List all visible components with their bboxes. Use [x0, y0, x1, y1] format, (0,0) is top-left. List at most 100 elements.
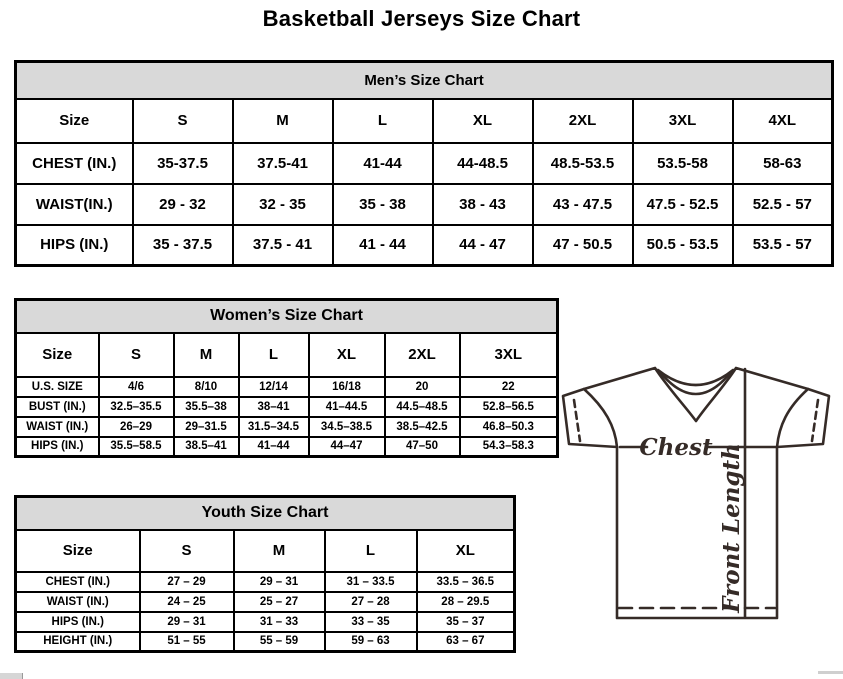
- table-cell: 41–44: [237, 435, 310, 458]
- table-cell: 33.5 – 36.5: [415, 570, 516, 593]
- table-cell: 29 – 31: [232, 570, 326, 593]
- front-length-label: Front Length: [718, 443, 745, 614]
- table-row: HIPS (IN.) 29 – 31 31 – 33 33 – 35 35 – …: [14, 610, 516, 633]
- row-label: BUST (IN.): [14, 395, 100, 418]
- table-cell: 50.5 - 53.5: [631, 223, 734, 267]
- row-label: WAIST (IN.): [14, 415, 100, 438]
- table-cell: 22: [458, 375, 559, 398]
- row-label: CHEST (IN.): [14, 141, 134, 185]
- jersey-measurement-diagram: Chest Front Length: [561, 366, 831, 620]
- table-header-row: Size S M L XL 2XL 3XL: [14, 331, 559, 378]
- table-cell: 52.5 - 57: [731, 182, 834, 226]
- column-header: L: [323, 528, 418, 573]
- table-cell: 44-48.5: [431, 141, 534, 185]
- table-cell: 47–50: [383, 435, 461, 458]
- table-cell: 44–47: [307, 435, 386, 458]
- table-row: CHEST (IN.) 27 – 29 29 – 31 31 – 33.5 33…: [14, 570, 516, 593]
- table-row: U.S. SIZE 4/6 8/10 12/14 16/18 20 22: [14, 375, 559, 398]
- row-label: HEIGHT (IN.): [14, 630, 141, 653]
- column-header: 3XL: [458, 331, 559, 378]
- table-cell: 27 – 28: [323, 590, 418, 613]
- table-cell: 38 - 43: [431, 182, 534, 226]
- table-row: Men’s Size Chart: [14, 60, 834, 100]
- collar-rib-inner: [658, 370, 733, 396]
- row-label: HIPS (IN.): [14, 610, 141, 633]
- table-cell: 35.5–38: [172, 395, 240, 418]
- table-cell: 38.5–42.5: [383, 415, 461, 438]
- scrollbar-fragment-right[interactable]: [818, 671, 843, 674]
- youth-size-chart-table: Youth Size Chart Size S M L XL CHEST (IN…: [14, 495, 517, 653]
- table-cell: 53.5 - 57: [731, 223, 834, 267]
- table-cell: 41–44.5: [307, 395, 386, 418]
- column-header: L: [237, 331, 310, 378]
- table-cell: 32.5–35.5: [97, 395, 175, 418]
- table-row: Women’s Size Chart: [14, 298, 559, 334]
- column-header: XL: [307, 331, 386, 378]
- chest-label: Chest: [639, 434, 713, 461]
- collar-rib-outer: [656, 368, 735, 387]
- table-header-row: Size S M L XL: [14, 528, 516, 573]
- column-header: L: [331, 97, 434, 144]
- column-header: 3XL: [631, 97, 734, 144]
- column-header: Size: [14, 331, 100, 378]
- row-label: U.S. SIZE: [14, 375, 100, 398]
- column-header: 2XL: [531, 97, 634, 144]
- table-row: WAIST (IN.) 26–29 29–31.5 31.5–34.5 34.5…: [14, 415, 559, 438]
- table-cell: 47 - 50.5: [531, 223, 634, 267]
- table-cell: 28 – 29.5: [415, 590, 516, 613]
- table-row: HIPS (IN.) 35.5–58.5 38.5–41 41–44 44–47…: [14, 435, 559, 458]
- right-cuff-dashed-line: [810, 398, 820, 443]
- table-row: WAIST (IN.) 24 – 25 25 – 27 27 – 28 28 –…: [14, 590, 516, 613]
- table-cell: 4/6: [97, 375, 175, 398]
- table-cell: 31 – 33: [232, 610, 326, 633]
- table-cell: 44.5–48.5: [383, 395, 461, 418]
- right-sleeve-seam: [775, 387, 810, 449]
- left-cuff-dashed-line: [572, 398, 582, 443]
- table-cell: 20: [383, 375, 461, 398]
- table-cell: 35 - 37.5: [131, 223, 234, 267]
- table-cell: 55 – 59: [232, 630, 326, 653]
- row-label: CHEST (IN.): [14, 570, 141, 593]
- column-header: 4XL: [731, 97, 834, 144]
- table-cell: 24 – 25: [138, 590, 235, 613]
- table-cell: 31.5–34.5: [237, 415, 310, 438]
- column-header: S: [138, 528, 235, 573]
- table-cell: 46.8–50.3: [458, 415, 559, 438]
- youth-chart-title: Youth Size Chart: [14, 495, 516, 531]
- table-row: WAIST(IN.) 29 - 32 32 - 35 35 - 38 38 - …: [14, 182, 834, 226]
- row-label: HIPS (IN.): [14, 435, 100, 458]
- column-header: XL: [415, 528, 516, 573]
- table-cell: 12/14: [237, 375, 310, 398]
- table-cell: 8/10: [172, 375, 240, 398]
- table-cell: 25 – 27: [232, 590, 326, 613]
- table-cell: 27 – 29: [138, 570, 235, 593]
- womens-size-chart-table: Women’s Size Chart Size S M L XL 2XL 3XL…: [14, 298, 560, 458]
- table-cell: 52.8–56.5: [458, 395, 559, 418]
- womens-chart-title: Women’s Size Chart: [14, 298, 559, 334]
- table-cell: 51 – 55: [138, 630, 235, 653]
- table-cell: 31 – 33.5: [323, 570, 418, 593]
- mens-size-chart-table: Men’s Size Chart Size S M L XL 2XL 3XL 4…: [14, 60, 835, 267]
- table-cell: 59 – 63: [323, 630, 418, 653]
- column-header: M: [231, 97, 334, 144]
- table-cell: 44 - 47: [431, 223, 534, 267]
- table-cell: 29–31.5: [172, 415, 240, 438]
- table-cell: 63 – 67: [415, 630, 516, 653]
- jersey-outline: [561, 366, 831, 620]
- mens-chart-title: Men’s Size Chart: [14, 60, 834, 100]
- scrollbar-fragment-left[interactable]: [0, 673, 23, 679]
- page-title: Basketball Jerseys Size Chart: [262, 6, 581, 31]
- table-cell: 38.5–41: [172, 435, 240, 458]
- column-header: M: [172, 331, 240, 378]
- table-cell: 47.5 - 52.5: [631, 182, 734, 226]
- table-cell: 29 – 31: [138, 610, 235, 633]
- row-label: WAIST (IN.): [14, 590, 141, 613]
- table-row: Youth Size Chart: [14, 495, 516, 531]
- table-row: HIPS (IN.) 35 - 37.5 37.5 - 41 41 - 44 4…: [14, 223, 834, 267]
- table-row: HEIGHT (IN.) 51 – 55 55 – 59 59 – 63 63 …: [14, 630, 516, 653]
- table-cell: 41 - 44: [331, 223, 434, 267]
- table-cell: 29 - 32: [131, 182, 234, 226]
- table-cell: 41-44: [331, 141, 434, 185]
- table-cell: 16/18: [307, 375, 386, 398]
- table-cell: 26–29: [97, 415, 175, 438]
